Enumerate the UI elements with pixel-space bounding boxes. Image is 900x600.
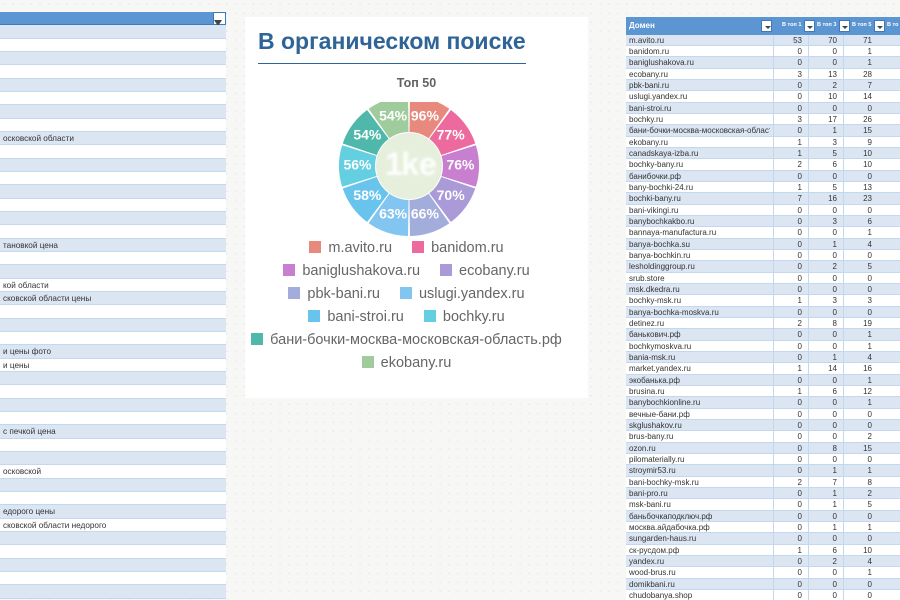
svg-text:77%: 77% <box>437 126 466 142</box>
svg-text:58%: 58% <box>353 187 382 203</box>
svg-text:76%: 76% <box>446 157 475 173</box>
svg-text:63%: 63% <box>379 206 408 222</box>
svg-text:70%: 70% <box>437 187 466 203</box>
svg-text:54%: 54% <box>353 126 382 142</box>
svg-text:56%: 56% <box>343 157 372 173</box>
svg-text:66%: 66% <box>411 206 440 222</box>
svg-text:96%: 96% <box>411 108 440 124</box>
svg-text:ke: ke <box>401 146 437 182</box>
svg-text:54%: 54% <box>379 108 408 124</box>
